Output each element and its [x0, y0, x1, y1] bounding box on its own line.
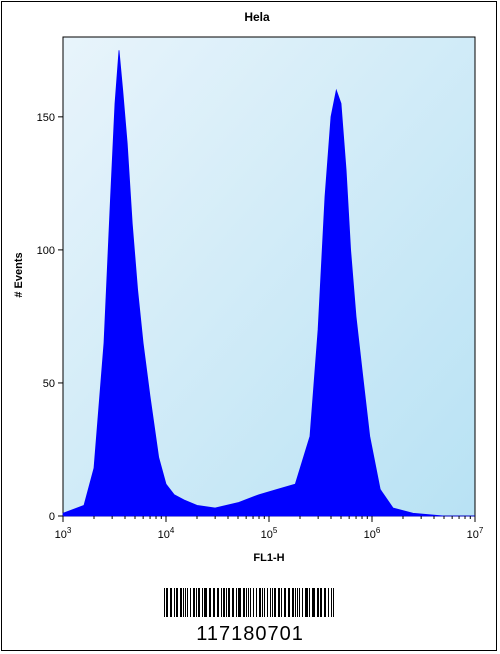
barcode-bar — [299, 588, 300, 617]
barcode-bar — [250, 588, 251, 617]
barcode-bar — [187, 588, 188, 617]
chart-title: Hela — [244, 10, 270, 24]
barcode-bar — [281, 588, 282, 617]
barcode-bar — [270, 588, 271, 617]
barcode-bar — [302, 588, 303, 617]
barcode-bar — [256, 588, 257, 617]
barcode-bar — [295, 588, 296, 617]
barcode-bar — [324, 588, 326, 617]
barcode-bar — [204, 588, 207, 617]
x-tick-label: 105 — [261, 526, 278, 541]
barcode-bar — [274, 588, 276, 617]
barcode-bar — [190, 588, 191, 617]
barcode-bar — [284, 588, 286, 617]
barcode-bar — [264, 588, 265, 617]
barcode-bar — [170, 588, 172, 617]
x-tick: 107 — [467, 516, 484, 541]
x-tick: 106 — [364, 516, 381, 541]
barcode-bar — [223, 588, 225, 617]
barcode-bar — [183, 588, 184, 617]
x-axis: 103 104 105 106 107 — [55, 516, 484, 541]
barcode-bar — [174, 588, 175, 617]
barcode-bar — [278, 588, 280, 617]
barcode-bar — [317, 588, 319, 617]
barcode-bar — [259, 588, 261, 617]
y-tick-label: 0 — [49, 511, 55, 523]
barcode-bar — [196, 588, 197, 617]
y-tick: 0 — [49, 511, 63, 523]
y-axis: 0 50 100 150 — [37, 112, 63, 523]
x-tick-label: 107 — [467, 526, 484, 541]
barcode-number: 117180701 — [196, 623, 304, 645]
barcode-bar — [236, 588, 237, 617]
barcode-bar — [320, 588, 322, 617]
barcode-bar — [221, 588, 222, 617]
y-tick-label: 100 — [37, 245, 55, 257]
x-tick: 103 — [55, 516, 72, 541]
barcode-bar — [253, 588, 254, 617]
barcode-bar — [267, 588, 268, 617]
barcode-bar — [164, 588, 165, 617]
barcode-bar — [248, 588, 249, 617]
barcode-bar — [180, 588, 182, 617]
barcode-bar — [226, 588, 227, 617]
x-tick-label: 106 — [364, 526, 381, 541]
barcode-bar — [272, 588, 273, 617]
barcode-bar — [185, 588, 186, 617]
y-axis-label: # Events — [13, 252, 25, 297]
barcode-bar — [328, 588, 329, 617]
y-tick: 100 — [37, 245, 63, 257]
barcode-bar — [232, 588, 234, 617]
barcode-bar — [238, 588, 241, 617]
barcode-bar — [312, 588, 315, 617]
barcode-bar — [202, 588, 203, 617]
barcode-bar — [292, 588, 294, 617]
barcode-bar — [193, 588, 195, 617]
barcode-bar — [209, 588, 211, 617]
barcode-bar — [198, 588, 200, 617]
x-axis-label: FL1-H — [253, 552, 284, 564]
x-tick-label: 103 — [55, 526, 72, 541]
barcode-bar — [288, 588, 290, 617]
barcode-bar — [309, 588, 310, 617]
y-tick: 150 — [37, 112, 63, 124]
barcode-bar — [213, 588, 215, 617]
x-tick: 105 — [261, 516, 278, 541]
x-tick: 104 — [158, 516, 175, 541]
y-tick-label: 50 — [43, 378, 55, 390]
x-tick-label: 104 — [158, 526, 175, 541]
barcode-bar — [166, 588, 168, 617]
barcode-bar — [305, 588, 308, 617]
barcode-bar — [297, 588, 298, 617]
barcode-bar — [331, 588, 332, 617]
barcode-bar — [246, 588, 247, 617]
barcode-bar — [262, 588, 263, 617]
barcode-image — [164, 588, 334, 617]
barcode-bar — [228, 588, 230, 617]
series-layer — [62, 50, 475, 517]
y-tick-label: 150 — [37, 112, 55, 124]
histogram-series-0 — [62, 50, 475, 517]
y-tick: 50 — [43, 378, 63, 390]
barcode-bar — [176, 588, 178, 617]
barcode-bar — [333, 588, 334, 617]
barcode-bar — [217, 588, 219, 617]
barcode-bar — [243, 588, 245, 617]
